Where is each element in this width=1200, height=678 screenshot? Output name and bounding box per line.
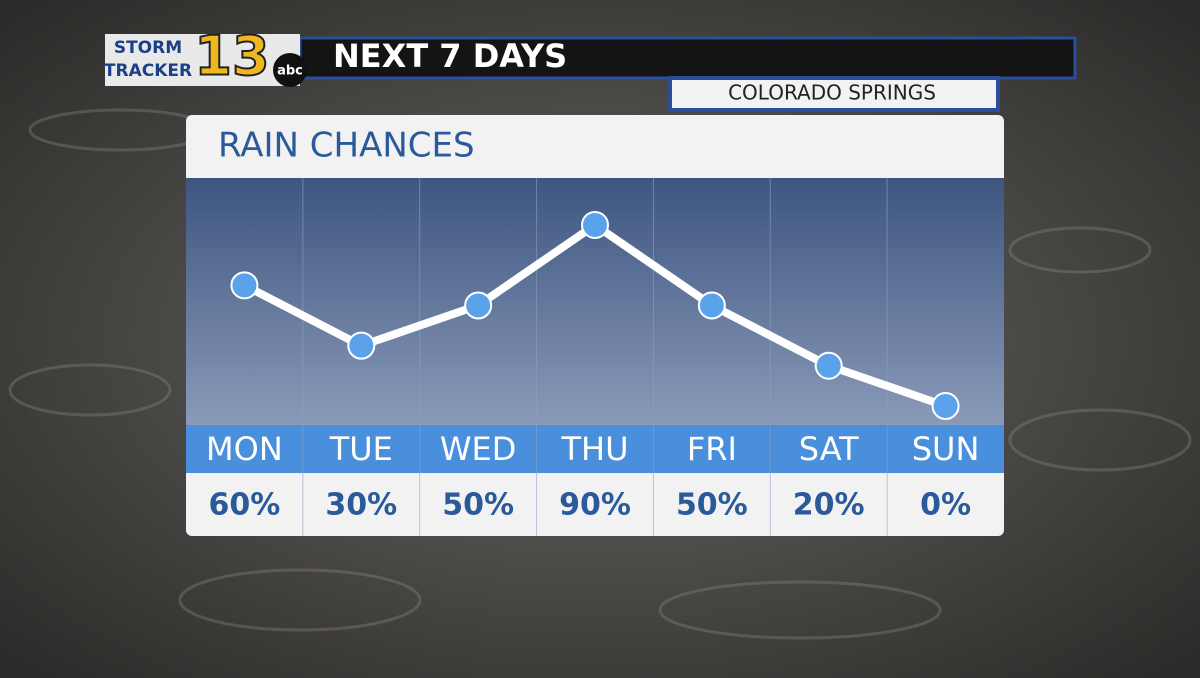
day-label: SUN xyxy=(912,430,980,468)
day-label: MON xyxy=(206,430,283,468)
value-label: 90% xyxy=(559,488,631,523)
value-label: 20% xyxy=(793,488,865,523)
day-label: FRI xyxy=(687,430,737,468)
point xyxy=(931,392,960,420)
value-label: 50% xyxy=(676,488,748,523)
day-label: WED xyxy=(440,430,517,468)
channel-number: 13 xyxy=(194,25,269,88)
brand-bottom: TRACKER xyxy=(104,61,192,81)
day-band xyxy=(186,425,1004,473)
point xyxy=(230,271,259,300)
header-title: NEXT 7 DAYS xyxy=(333,37,567,75)
value-label: 60% xyxy=(209,488,281,523)
logo-box xyxy=(105,34,300,86)
point xyxy=(464,291,493,320)
point xyxy=(581,211,609,239)
point xyxy=(347,331,376,360)
point xyxy=(697,291,726,320)
chart-title: RAIN CHANCES xyxy=(218,126,475,166)
location-box xyxy=(668,76,1000,112)
network-logo xyxy=(273,53,307,87)
point xyxy=(814,351,843,380)
value-label: 30% xyxy=(325,488,397,523)
brand-top: STORM xyxy=(114,38,182,58)
location: COLORADO SPRINGS xyxy=(728,81,936,105)
network-name: abc xyxy=(277,64,303,79)
header-bar xyxy=(298,36,1077,80)
day-label: THU xyxy=(560,430,628,468)
value-label: 0% xyxy=(920,488,971,523)
value-label: 50% xyxy=(442,488,514,523)
day-label: TUE xyxy=(329,430,393,468)
day-label: SAT xyxy=(799,430,859,468)
